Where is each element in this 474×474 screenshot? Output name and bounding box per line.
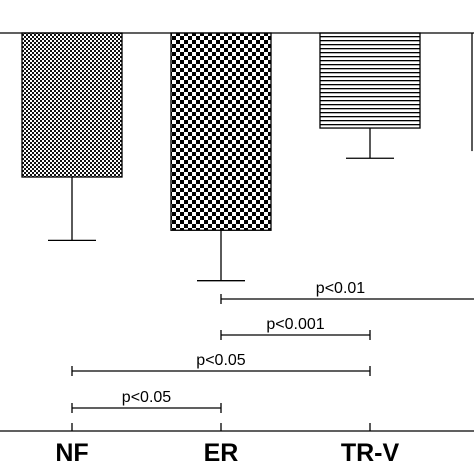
bar-TR-V xyxy=(319,32,421,129)
sig-label-3: p<0.05 xyxy=(122,389,171,406)
x-tick-label-NF: NF xyxy=(55,439,88,467)
bar-NF xyxy=(21,32,123,178)
x-tick-label-TR-V: TR-V xyxy=(341,439,400,467)
sig-label-1: p<0.001 xyxy=(266,316,324,333)
sig-label-0: p<0.01 xyxy=(316,280,365,297)
bar-ER xyxy=(170,32,272,231)
x-tick-label-ER: ER xyxy=(204,439,239,467)
sig-label-2: p<0.05 xyxy=(196,352,245,369)
